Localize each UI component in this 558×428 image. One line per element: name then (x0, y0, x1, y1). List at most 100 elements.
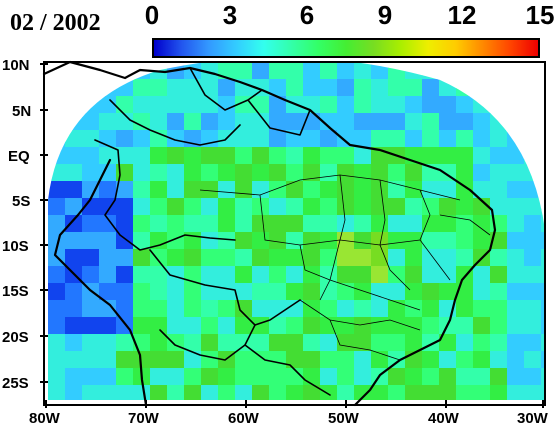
field-cell (167, 147, 185, 165)
field-cell (235, 130, 253, 148)
field-cell (150, 164, 168, 182)
field-cell (405, 266, 423, 284)
field-cell (252, 164, 270, 182)
field-cell (252, 249, 270, 267)
field-cell (116, 147, 134, 165)
field-cell (99, 334, 117, 352)
field-cell (167, 351, 185, 369)
x-label: 60W (228, 410, 260, 427)
field-cell (133, 130, 151, 148)
field-cell (252, 368, 270, 386)
paraguay-border (244, 324, 331, 396)
field-cell (218, 334, 236, 352)
field-cell (82, 385, 100, 401)
field-cell (218, 232, 236, 250)
field-cell (99, 198, 117, 216)
field-cell (235, 317, 253, 335)
field-cell (337, 113, 355, 131)
field-cell (371, 181, 389, 199)
field-cell (99, 79, 117, 97)
field-cell (337, 266, 355, 284)
field-cell (218, 249, 236, 267)
field-cell (184, 334, 202, 352)
field-cell (48, 130, 66, 148)
field-cell (439, 334, 457, 352)
field-cell (371, 385, 389, 401)
field-cell (337, 317, 355, 335)
field-cell (439, 147, 457, 165)
field-cell (337, 351, 355, 369)
field-cell (48, 215, 66, 233)
field-cell (422, 368, 440, 386)
field-cell (252, 232, 270, 250)
field-cell (422, 181, 440, 199)
field-cell (439, 385, 457, 401)
field-cell (439, 215, 457, 233)
field-cell (507, 164, 525, 182)
field-cell (218, 113, 236, 131)
field-cell (524, 385, 542, 401)
field-cell (320, 164, 338, 182)
field-cell (422, 113, 440, 131)
field-cell (490, 113, 508, 131)
field-cell (286, 147, 304, 165)
field-cell (65, 283, 83, 301)
field-cell (405, 249, 423, 267)
y-label: 10S (2, 238, 29, 255)
field-cell (218, 385, 236, 401)
field-cell (405, 300, 423, 318)
field-cell (388, 215, 406, 233)
field-cell (286, 385, 304, 401)
field-cell (388, 249, 406, 267)
field-cell (422, 266, 440, 284)
field-cell (252, 130, 270, 148)
map-title: 02 / 2002 (10, 10, 101, 36)
field-cell (99, 181, 117, 199)
field-cell (405, 334, 423, 352)
field-cell (252, 113, 270, 131)
field-cell (524, 266, 542, 284)
field-cell (337, 181, 355, 199)
field-cell (541, 79, 545, 97)
field-cell (388, 181, 406, 199)
field-cell (235, 351, 253, 369)
field-cell (184, 147, 202, 165)
field-cell (252, 215, 270, 233)
field-cell (150, 300, 168, 318)
field-cell (167, 164, 185, 182)
field-cell (303, 317, 321, 335)
field-cell (201, 249, 219, 267)
field-cell (473, 215, 491, 233)
field-cell (48, 147, 66, 165)
field-cell (337, 198, 355, 216)
field-cell (167, 266, 185, 284)
field-cell (99, 96, 117, 114)
field-cell (150, 334, 168, 352)
field-cell (541, 62, 545, 80)
field-cell (269, 385, 287, 401)
field-cell (524, 215, 542, 233)
field-cell (456, 300, 474, 318)
field-cell (184, 385, 202, 401)
field-cell (371, 215, 389, 233)
field-cell (371, 249, 389, 267)
field-cell (133, 351, 151, 369)
y-label: 5S (12, 193, 30, 210)
field-cell (524, 113, 542, 131)
field-cell (337, 368, 355, 386)
field-cell (99, 385, 117, 401)
field-cell (541, 198, 545, 216)
field-cell (439, 351, 457, 369)
field-cell (82, 317, 100, 335)
field-cell (99, 266, 117, 284)
field-cell (439, 249, 457, 267)
field-cell (490, 164, 508, 182)
field-cell (116, 130, 134, 148)
field-cell (286, 351, 304, 369)
field-cell (320, 147, 338, 165)
field-cell (490, 317, 508, 335)
state-boundary (329, 319, 401, 361)
field-cell (473, 334, 491, 352)
field-cell (507, 96, 525, 114)
field-cell (439, 96, 457, 114)
